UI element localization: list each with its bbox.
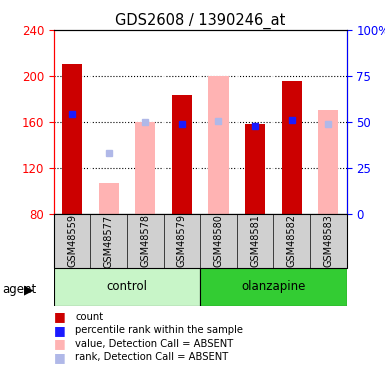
Bar <box>135 122 156 214</box>
Text: ■: ■ <box>54 324 66 337</box>
Bar <box>318 110 338 214</box>
Text: GSM48559: GSM48559 <box>67 214 77 267</box>
Text: GSM48582: GSM48582 <box>287 214 296 267</box>
Text: ▶: ▶ <box>24 283 34 296</box>
Title: GDS2608 / 1390246_at: GDS2608 / 1390246_at <box>115 12 285 28</box>
Text: control: control <box>107 280 147 293</box>
Text: agent: agent <box>2 283 36 296</box>
Text: GSM48578: GSM48578 <box>141 214 150 267</box>
Text: rank, Detection Call = ABSENT: rank, Detection Call = ABSENT <box>75 352 228 362</box>
Text: GSM48580: GSM48580 <box>214 214 223 267</box>
Text: GSM48579: GSM48579 <box>177 214 187 267</box>
Bar <box>281 81 302 214</box>
Text: ■: ■ <box>54 351 66 364</box>
Bar <box>208 76 229 214</box>
Text: value, Detection Call = ABSENT: value, Detection Call = ABSENT <box>75 339 233 349</box>
Bar <box>99 183 119 214</box>
Text: percentile rank within the sample: percentile rank within the sample <box>75 326 243 335</box>
Text: ■: ■ <box>54 338 66 350</box>
Text: GSM48583: GSM48583 <box>323 214 333 267</box>
Bar <box>172 96 192 214</box>
Text: olanzapine: olanzapine <box>241 280 306 293</box>
Text: GSM48577: GSM48577 <box>104 214 114 267</box>
Bar <box>200 268 346 306</box>
Text: count: count <box>75 312 103 322</box>
Text: GSM48581: GSM48581 <box>250 214 260 267</box>
Bar <box>245 124 265 214</box>
Bar <box>54 268 200 306</box>
Text: ■: ■ <box>54 310 66 323</box>
Bar <box>62 64 82 214</box>
